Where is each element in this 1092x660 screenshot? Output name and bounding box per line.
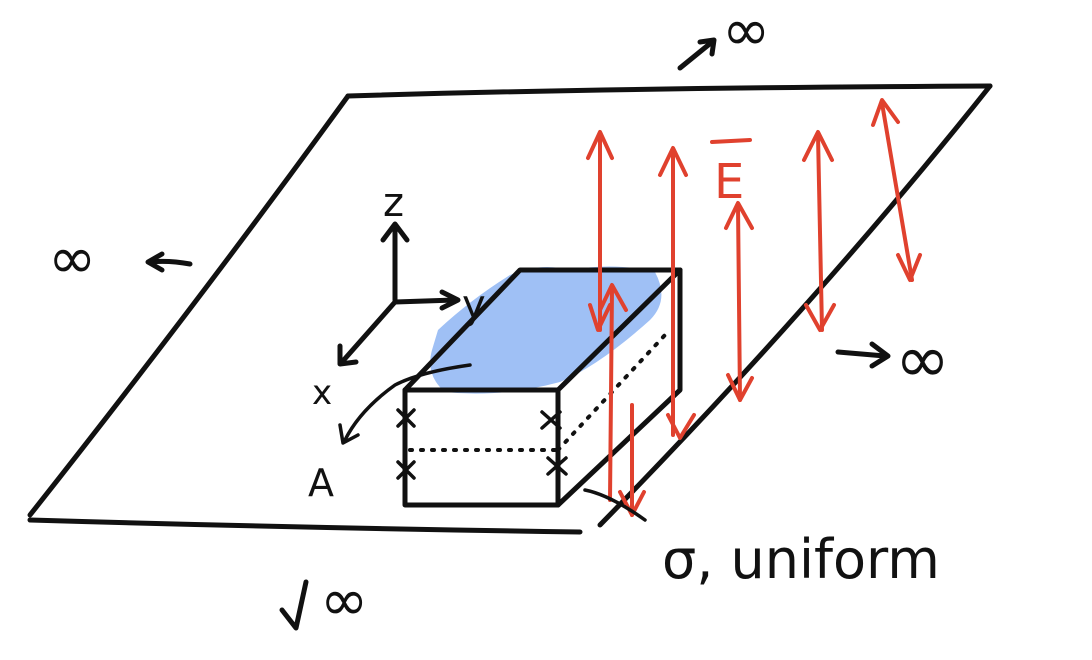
axis-x-label: x <box>312 373 332 413</box>
infinity-arrows <box>145 37 891 631</box>
sigma-note: σ, uniform <box>662 528 940 591</box>
point-a-label: A <box>308 461 334 505</box>
field-label: E <box>714 154 744 210</box>
x-marks <box>396 408 568 480</box>
field-arrows <box>586 98 922 517</box>
axis-y-label: y <box>462 282 486 328</box>
coordinate-axes <box>337 221 461 367</box>
field-overbar <box>710 138 752 144</box>
infinity-bottom-label: ∞ <box>320 566 368 634</box>
infinity-right-label: ∞ <box>895 321 950 398</box>
axis-z-label: z <box>383 180 404 226</box>
infinite-plane <box>27 83 993 535</box>
infinity-left-label: ∞ <box>48 224 96 292</box>
infinity-top-label: ∞ <box>722 0 770 64</box>
sigma-pointer <box>583 488 647 522</box>
point-a-arrow <box>338 363 472 445</box>
